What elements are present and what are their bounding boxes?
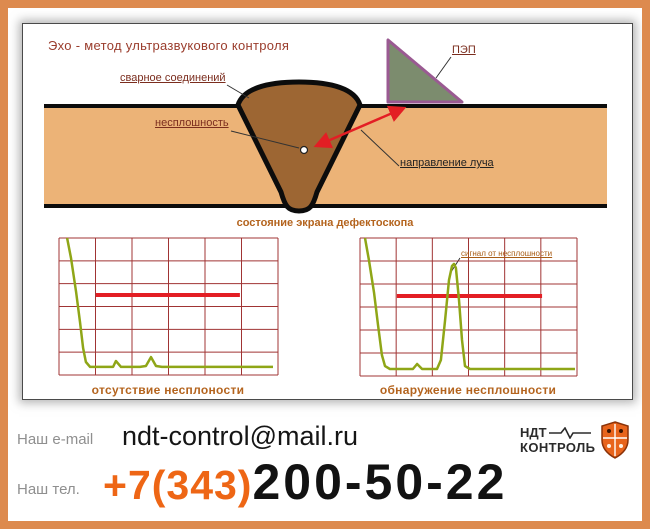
phone-label: Наш тел. bbox=[17, 481, 80, 498]
screen-caption: состояние экрана дефектоскопа bbox=[236, 217, 414, 229]
beam-direction-label: направление луча bbox=[400, 157, 494, 169]
phone-digits: 200-50-22 bbox=[252, 454, 508, 510]
company-logo: НДТ КОНТРОЛЬ bbox=[520, 421, 630, 459]
phone-prefix: +7(343) bbox=[103, 462, 253, 508]
leader-lines bbox=[226, 56, 461, 273]
phone-number[interactable]: +7(343) 200-50-22 bbox=[103, 453, 507, 511]
chart-caption-defect-found: обнаружение несплошности bbox=[379, 383, 557, 397]
diagram-title: Эхо - метод ультразвукового контроля bbox=[48, 38, 290, 53]
screen-chart-no-defect bbox=[58, 237, 279, 376]
signal-annotation: сигнал от несплошности bbox=[461, 249, 553, 258]
weld-label: сварное соединений bbox=[120, 72, 226, 84]
email-label: Наш e-mail bbox=[17, 431, 94, 448]
pulse-line-icon bbox=[548, 426, 591, 439]
beam-arrow bbox=[313, 105, 407, 149]
logo-line1: НДТ bbox=[520, 425, 547, 440]
probe-wedge-shape bbox=[386, 38, 464, 104]
logo-shield-icon bbox=[601, 421, 630, 459]
defect-dot bbox=[299, 145, 309, 155]
screen-chart-defect-found bbox=[359, 237, 578, 377]
defect-label: несплошность bbox=[155, 117, 229, 129]
chart-caption-no-defect: отсутствие несплоности bbox=[91, 383, 245, 397]
probe-label: ПЭП bbox=[452, 44, 476, 56]
email-address[interactable]: ndt-control@mail.ru bbox=[122, 421, 358, 451]
logo-text: НДТ КОНТРОЛЬ bbox=[520, 425, 595, 455]
logo-line2: КОНТРОЛЬ bbox=[520, 440, 596, 455]
